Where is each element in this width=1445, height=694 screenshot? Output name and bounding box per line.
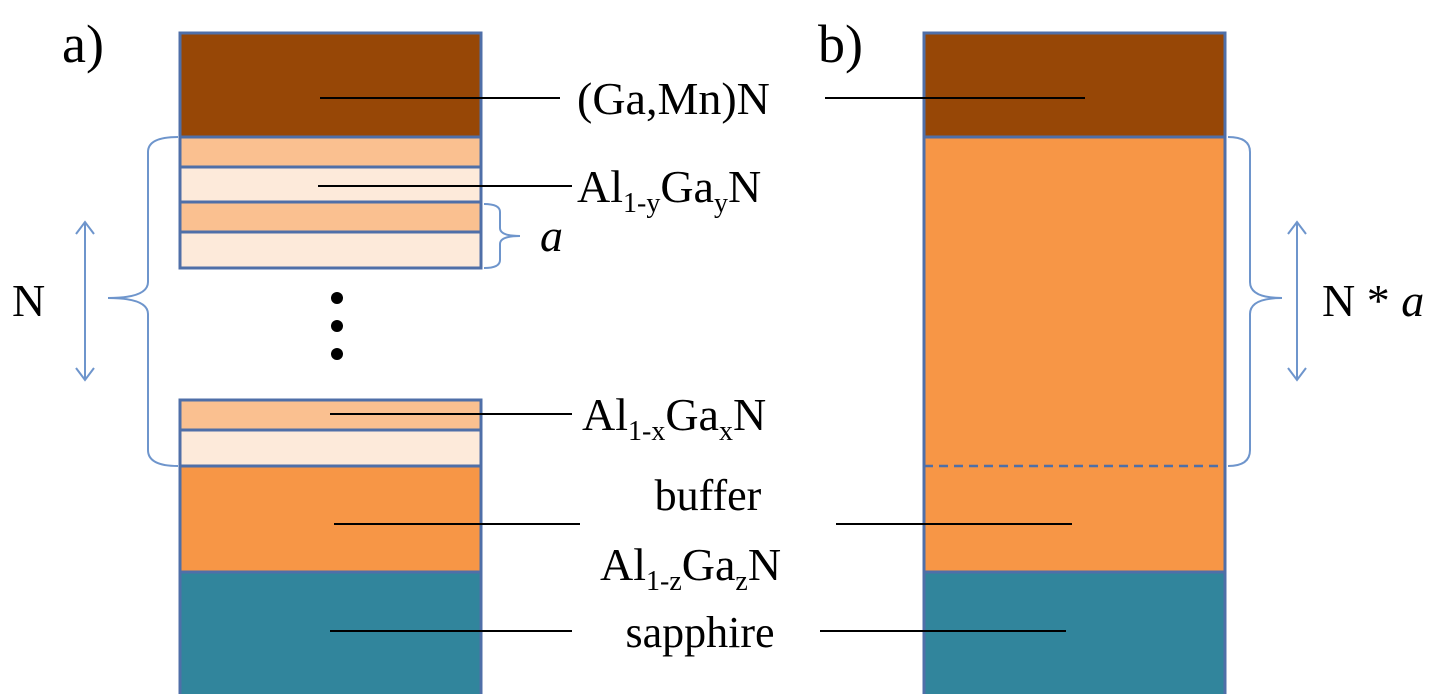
- layer-al-dark-2: [178, 200, 483, 234]
- label-al-x: Al1-xGaxN: [582, 389, 766, 447]
- layer-buffer-a: [178, 464, 483, 574]
- label-sapphire: sapphire: [625, 608, 774, 657]
- stack-a: [178, 31, 483, 694]
- label-buffer: buffer: [655, 471, 762, 520]
- layer-al-light-2: [178, 230, 483, 270]
- layer-al-light-3: [178, 428, 483, 468]
- double-arrow-right: [1287, 220, 1307, 382]
- stack-b: [922, 31, 1227, 694]
- layer-al-dark-1: [178, 135, 483, 169]
- double-arrow-left: [75, 220, 95, 382]
- layer-sapphire-b: [922, 570, 1227, 694]
- layer-gamnn-b: [922, 31, 1227, 139]
- layer-sapphire-a: [178, 570, 483, 694]
- layer-alloy-b: [922, 135, 1227, 574]
- panel-label-a: a): [62, 14, 104, 74]
- brace-period: [483, 203, 521, 269]
- label-n-left: N: [12, 275, 45, 326]
- label-gamnn: (Ga,Mn)N: [577, 73, 770, 124]
- leader-lines: [318, 97, 1085, 632]
- brace-n-right: [1227, 136, 1283, 467]
- label-n-times-a: N * a: [1322, 275, 1424, 326]
- continuation-dots: [331, 292, 343, 360]
- layer-al-light-1: [178, 165, 483, 204]
- layer-gamnn-a: [178, 31, 483, 139]
- label-period-a: a: [540, 210, 563, 261]
- braces: [107, 136, 1283, 467]
- brace-n-left: [107, 136, 179, 467]
- panel-label-b: b): [818, 14, 863, 74]
- label-al-z: Al1-zGazN: [600, 539, 781, 597]
- label-al-y: Al1-yGayN: [577, 161, 761, 219]
